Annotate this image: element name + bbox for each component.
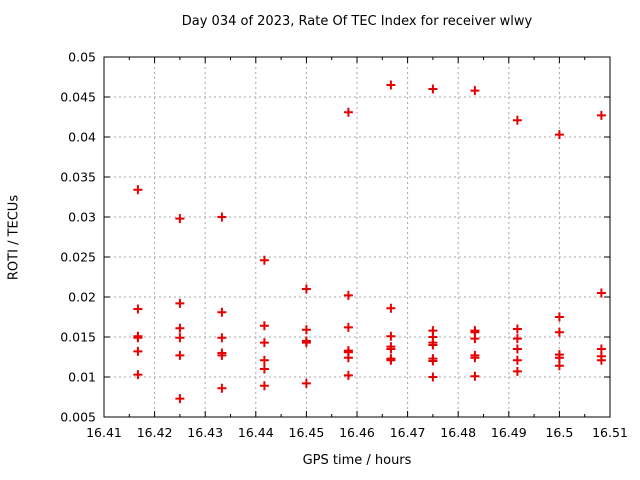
x-tick-label: 16.45 (289, 425, 325, 440)
data-point-marker (259, 355, 269, 365)
data-point-marker (512, 366, 522, 376)
data-point-marker (470, 334, 480, 344)
data-point-marker (301, 378, 311, 388)
chart-title: Day 034 of 2023, Rate Of TEC Index for r… (181, 14, 533, 29)
data-point-marker (554, 312, 564, 322)
data-point-marker (428, 356, 438, 366)
data-point-marker (512, 115, 522, 125)
data-point-marker (343, 322, 353, 332)
x-tick-label: 16.51 (592, 425, 628, 440)
data-point-marker (554, 130, 564, 140)
data-point-marker (217, 383, 227, 393)
x-tick-label: 16.49 (491, 425, 527, 440)
y-tick-label: 0.04 (68, 130, 96, 145)
x-axis-label: GPS time / hours (302, 453, 412, 468)
data-point-marker (386, 80, 396, 90)
data-point-marker (175, 350, 185, 360)
data-point-marker (175, 394, 185, 404)
x-tick-label: 16.48 (440, 425, 476, 440)
x-tick-label: 16.47 (390, 425, 426, 440)
data-point-marker (133, 346, 143, 356)
x-tick-label: 16.46 (339, 425, 375, 440)
data-point-marker (343, 370, 353, 380)
y-tick-label: 0.005 (60, 410, 96, 425)
y-tick-label: 0.02 (68, 290, 96, 305)
data-point-marker (217, 212, 227, 222)
data-point-marker (259, 255, 269, 265)
data-point-marker (175, 298, 185, 308)
data-point-marker (175, 333, 185, 343)
x-tick-label: 16.41 (86, 425, 122, 440)
data-point-marker (470, 353, 480, 363)
data-point-marker (596, 355, 606, 365)
data-point-marker (217, 350, 227, 360)
data-point-marker (512, 344, 522, 354)
data-point-marker (343, 353, 353, 363)
data-point-marker (259, 364, 269, 374)
data-point-marker (217, 333, 227, 343)
data-point-marker (301, 284, 311, 294)
data-point-marker (554, 361, 564, 371)
y-tick-label: 0.03 (68, 210, 96, 225)
y-tick-label: 0.01 (68, 370, 96, 385)
data-point-marker (512, 334, 522, 344)
data-point-marker (343, 290, 353, 300)
y-tick-label: 0.025 (60, 250, 96, 265)
data-point-marker (428, 84, 438, 94)
x-tick-label: 16.43 (187, 425, 223, 440)
x-tick-label: 16.5 (545, 425, 573, 440)
y-tick-label: 0.045 (60, 90, 96, 105)
data-point-marker (512, 355, 522, 365)
data-point-marker (175, 214, 185, 224)
data-point-marker (512, 324, 522, 334)
data-point-marker (175, 323, 185, 333)
data-point-marker (301, 325, 311, 335)
y-tick-label: 0.05 (68, 50, 96, 65)
y-tick-label: 0.015 (60, 330, 96, 345)
data-point-marker (259, 338, 269, 348)
data-point-marker (301, 338, 311, 348)
data-point-marker (596, 288, 606, 298)
data-point-marker (133, 185, 143, 195)
data-point-marker (217, 307, 227, 317)
data-point-marker (428, 372, 438, 382)
data-point-marker (386, 331, 396, 341)
x-tick-label: 16.42 (137, 425, 173, 440)
data-point-marker (386, 344, 396, 354)
data-point-marker (596, 110, 606, 120)
data-point-marker (133, 333, 143, 343)
x-tick-label: 16.44 (238, 425, 274, 440)
data-point-marker (386, 303, 396, 313)
data-point-marker (470, 371, 480, 381)
data-point-marker (259, 321, 269, 331)
data-point-marker (259, 381, 269, 391)
data-point-marker (554, 353, 564, 363)
data-point-marker (133, 304, 143, 314)
y-tick-label: 0.035 (60, 170, 96, 185)
data-point-marker (133, 370, 143, 380)
data-point-marker (470, 86, 480, 96)
data-point-marker (428, 340, 438, 350)
data-point-marker (386, 355, 396, 365)
data-point-marker (343, 107, 353, 117)
data-point-marker (554, 327, 564, 337)
